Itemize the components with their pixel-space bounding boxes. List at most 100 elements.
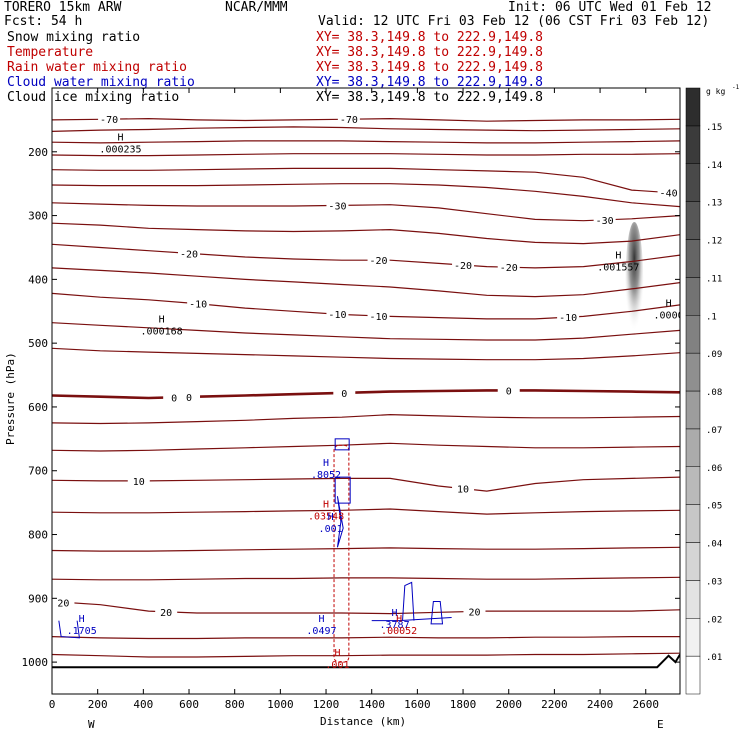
colorbar-bin xyxy=(685,466,701,505)
contour-label-bg xyxy=(163,391,186,403)
maximum-value: .3787 xyxy=(379,620,409,631)
maximum-value: .1705 xyxy=(67,626,97,637)
colorbar-bin xyxy=(685,352,701,392)
contour-label: 0 xyxy=(506,386,512,397)
y-axis-label: Pressure (hPa) xyxy=(4,352,17,445)
cloud-water-contour xyxy=(58,620,80,639)
maximum-value: .8052 xyxy=(311,470,341,481)
maximum-marker: H xyxy=(159,314,165,325)
colorbar-tick-label: .04 xyxy=(706,540,722,550)
colorbar-tick-label: .09 xyxy=(706,350,722,360)
temperature-contour xyxy=(52,636,680,640)
x-tick-label: 1000 xyxy=(267,698,294,711)
maximum-value: .000168 xyxy=(141,326,183,337)
colorbar-unit-exponent: -1 xyxy=(732,84,740,91)
contour-label: 10 xyxy=(457,485,469,496)
field-name-temperature: Temperature xyxy=(7,45,94,60)
x-tick-label: 2200 xyxy=(541,698,568,711)
x-tick-label: 200 xyxy=(88,698,108,711)
colorbar-tick-label: .11 xyxy=(706,274,722,284)
x-tick-label: 600 xyxy=(179,698,199,711)
temperature-contour xyxy=(52,202,680,222)
contour-label-bg xyxy=(326,199,349,211)
contour-label-bg xyxy=(367,254,390,266)
temperature-contour xyxy=(52,222,680,245)
maximum-value: .03548 xyxy=(308,511,344,522)
contour-label: 0 xyxy=(171,393,177,404)
field-xy-rain: XY= 38.3,149.8 to 222.9,149.8 xyxy=(316,60,543,75)
contour-label-bg xyxy=(333,386,356,398)
temperature-contour xyxy=(52,476,680,492)
colorbar-tick-label: .06 xyxy=(706,464,722,474)
contour-label-bg xyxy=(452,482,475,494)
field-name-rain: Rain water mixing ratio xyxy=(7,60,188,75)
colorbar-bin xyxy=(685,504,701,543)
colorbar-bin xyxy=(685,542,701,581)
temperature-contour xyxy=(52,126,680,132)
colorbar-tick-label: .15 xyxy=(706,123,722,133)
cloud-water-contour xyxy=(334,476,351,504)
maximum-value: .000235 xyxy=(99,145,141,156)
contour-label-bg xyxy=(187,297,210,309)
contour-label: -10 xyxy=(328,310,346,321)
colorbar-unit: g kg xyxy=(706,87,725,96)
contour-label: 20 xyxy=(160,608,172,619)
temperature-contour xyxy=(52,267,680,298)
x-tick-label: 1400 xyxy=(358,698,385,711)
rain-water-contour xyxy=(333,444,350,663)
colorbar-tick-label: .14 xyxy=(706,161,722,171)
cloud-water-contour xyxy=(430,601,444,625)
maximum-value: .001 xyxy=(325,660,349,671)
colorbar-tick-label: .13 xyxy=(706,199,722,209)
temperature-contour xyxy=(52,546,680,552)
maximum-marker: H xyxy=(396,614,402,625)
temperature-contour xyxy=(52,243,680,269)
maximum-marker: H xyxy=(334,648,340,659)
plot-frame xyxy=(51,87,681,695)
y-tick-label: 900 xyxy=(28,592,48,605)
x-tick-label: 1200 xyxy=(313,698,340,711)
maximum-value: .001 xyxy=(319,524,343,535)
contour-label-bg xyxy=(557,311,580,323)
colorbar-bin xyxy=(685,428,701,467)
maximum-value: .0000 xyxy=(654,310,684,321)
field-xy-snow: XY= 38.3,149.8 to 222.9,149.8 xyxy=(316,30,543,45)
contour-label: -30 xyxy=(596,216,614,227)
contour-label-bg xyxy=(127,474,150,486)
y-tick-label: 1000 xyxy=(22,656,49,669)
axes: 0 200 400 600 800 1000 1200 1400 1600 1800 2000 220… xyxy=(22,88,680,711)
temperature-contour xyxy=(52,292,680,320)
temperature-contour xyxy=(52,442,680,452)
field-xy-temperature: XY= 38.3,149.8 to 222.9,149.8 xyxy=(316,45,543,60)
contour-label-bg xyxy=(452,259,475,271)
contour-label-bg xyxy=(155,605,178,617)
contour-label-bg xyxy=(497,261,520,273)
maximum-marker: H xyxy=(117,133,123,144)
contour-label: -20 xyxy=(370,256,388,267)
x-tick-label: 1800 xyxy=(450,698,477,711)
temperature-contour xyxy=(52,153,680,157)
colorbar-tick-label: .05 xyxy=(706,502,722,512)
contour-label-bg xyxy=(367,309,390,321)
contour-label: -40 xyxy=(660,188,678,199)
colorbar-bin xyxy=(685,315,701,354)
colorbar-tick-label: .02 xyxy=(706,615,722,625)
forecast-hour: Fcst: 54 h xyxy=(4,14,83,29)
contour-label: -10 xyxy=(189,300,207,311)
temperature-contour xyxy=(52,167,680,194)
field-name-snow: Snow mixing ratio xyxy=(7,30,141,45)
valid-time: Valid: 12 UTC Fri 03 Feb 12 (06 CST Fri … xyxy=(318,14,710,29)
contour-label-bg xyxy=(463,605,486,617)
contour-label-bg xyxy=(497,384,520,396)
temperature-contour xyxy=(52,413,680,425)
model-title: TORERO 15km ARW xyxy=(4,0,122,15)
temperature-contour xyxy=(52,140,680,144)
colorbar: .01 .02 .03 .04 .05 .06 .07 .08 .09 .1 .11 .12 .13 .1… xyxy=(685,87,722,695)
init-time: Init: 06 UTC Wed 01 Feb 12 xyxy=(508,0,712,15)
field-name-cloud-ice: Cloud ice mixing ratio xyxy=(7,90,180,105)
temperature-contour xyxy=(52,117,680,122)
maximum-marker: H xyxy=(615,251,621,262)
temperature-contour xyxy=(52,322,680,341)
contour-label: -20 xyxy=(454,261,472,272)
